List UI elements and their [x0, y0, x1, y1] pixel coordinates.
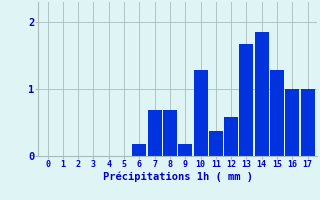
- Bar: [239, 44, 253, 156]
- Bar: [194, 70, 208, 156]
- Bar: [285, 89, 300, 156]
- Bar: [178, 144, 192, 156]
- Bar: [270, 70, 284, 156]
- Bar: [163, 110, 177, 156]
- Bar: [224, 117, 238, 156]
- Bar: [148, 110, 162, 156]
- Bar: [300, 89, 315, 156]
- Bar: [255, 32, 269, 156]
- Bar: [132, 144, 146, 156]
- X-axis label: Précipitations 1h ( mm ): Précipitations 1h ( mm ): [103, 172, 252, 182]
- Bar: [209, 131, 223, 156]
